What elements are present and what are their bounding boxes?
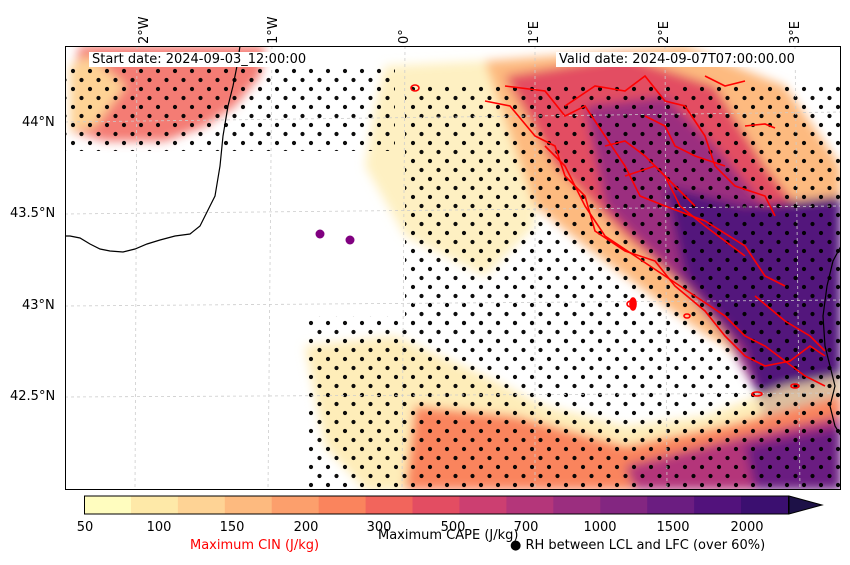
colorbar-cell	[647, 496, 695, 514]
valid-date-label: Valid date: 2024-09-07T07:00:00.00	[556, 52, 798, 67]
rh-dots	[65, 66, 841, 490]
rh-legend: ● RH between LCL and LFC (over 60%)	[510, 538, 765, 553]
cin-contours	[410, 74, 826, 397]
cape-colorbar	[84, 495, 824, 515]
lon-label-2e: 2°E	[657, 21, 672, 44]
lon-label-1e: 1°E	[527, 21, 542, 44]
colorbar-tick: 1000	[583, 520, 617, 535]
start-date-label: Start date: 2024-09-03_12:00:00	[89, 52, 310, 67]
colorbar-cell	[318, 496, 367, 514]
colorbar-tick: 150	[219, 520, 245, 535]
colorbar-cell	[365, 496, 414, 514]
colorbar-cell	[224, 496, 273, 514]
lon-label-1w: 1°W	[266, 16, 281, 44]
colorbar-cell	[271, 496, 320, 514]
colorbar-cell	[600, 496, 648, 514]
coastline	[65, 46, 841, 437]
colorbar-tick: 1500	[656, 520, 690, 535]
colorbar-tick: 100	[146, 520, 172, 535]
lat-label-43-5n: 43.5°N	[10, 206, 56, 221]
colorbar-cell	[694, 496, 742, 514]
lat-label-43n: 43°N	[22, 298, 55, 313]
lon-label-2w: 2°W	[137, 16, 152, 44]
colorbar-cell	[741, 496, 789, 514]
cape-colorbar-label: Maximum CAPE (J/kg)	[378, 528, 519, 543]
city-marker	[315, 229, 325, 239]
lat-label-42-5n: 42.5°N	[10, 389, 56, 404]
map-panel	[65, 46, 841, 490]
rh-legend-label: RH between LCL and LFC (over 60%)	[525, 538, 766, 553]
colorbar-cell	[177, 496, 226, 514]
lon-label-0: 0°	[397, 29, 412, 44]
colorbar-tick: 500	[440, 520, 466, 535]
colorbar-tick: 50	[76, 520, 94, 535]
colorbar-cell	[459, 496, 507, 514]
colorbar-tick: 200	[293, 520, 319, 535]
colorbar-tick: 300	[366, 520, 392, 535]
colorbar-cell	[130, 496, 179, 514]
colorbar-tick: 700	[513, 520, 539, 535]
colorbar-cell	[84, 496, 132, 514]
cin-legend-label: Maximum CIN (J/kg)	[190, 538, 320, 553]
colorbar-cell	[553, 496, 601, 514]
colorbar-cell	[412, 496, 460, 514]
colorbar-extend-arrow	[788, 495, 824, 515]
rh-dot-icon: ●	[510, 538, 522, 553]
colorbar-cell	[506, 496, 554, 514]
lat-label-44n: 44°N	[22, 115, 55, 130]
lon-label-3e: 3°E	[788, 21, 803, 44]
colorbar-tick: 2000	[730, 520, 764, 535]
graticule	[65, 46, 841, 490]
city-marker	[345, 235, 355, 245]
